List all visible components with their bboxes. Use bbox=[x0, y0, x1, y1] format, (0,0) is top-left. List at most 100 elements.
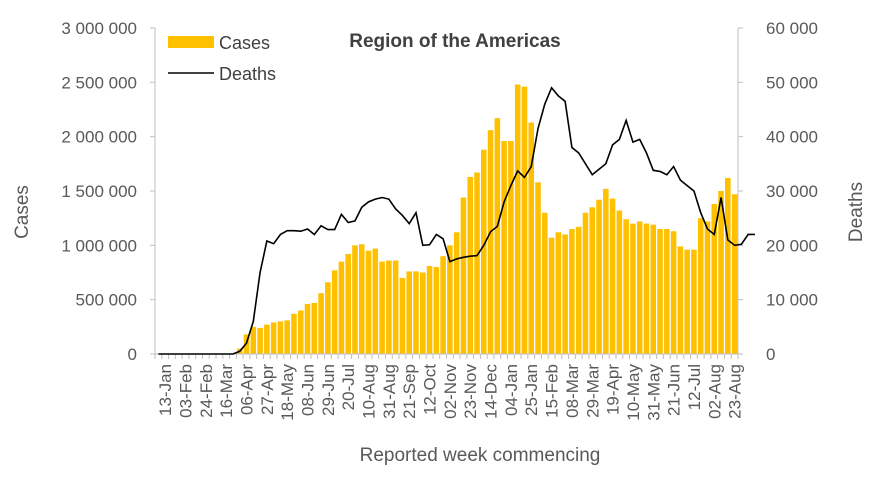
cases-bar bbox=[453, 232, 460, 354]
cases-bar bbox=[460, 197, 467, 354]
x-tick-label: 27-Apr bbox=[258, 364, 277, 415]
x-tick-label: 29-Jun bbox=[319, 364, 338, 416]
cases-bar bbox=[691, 249, 697, 354]
x-tick-label: 20-Jul bbox=[339, 364, 358, 410]
left-axis-ticks: 0 500 000 1 000 000 1 500 000 2 000 000 2 500… bbox=[61, 19, 155, 364]
x-tick-label: 12-Jul bbox=[685, 364, 704, 410]
left-tick-label: 2 500 000 bbox=[61, 73, 137, 92]
left-tick-label: 3 000 000 bbox=[61, 19, 137, 38]
x-axis-ticks: 13-Jan 03-Feb 24-Feb 16-Mar 06-Apr 27-Apr 18-M… bbox=[154, 354, 745, 421]
cases-bar bbox=[291, 313, 297, 354]
x-tick-label: 06-Apr bbox=[238, 364, 257, 415]
cases-bar bbox=[542, 212, 548, 354]
cases-bar bbox=[406, 271, 412, 354]
cases-bar bbox=[352, 245, 358, 354]
x-tick-label: 04-Jan bbox=[502, 364, 521, 416]
x-tick-label: 24-Feb bbox=[197, 364, 216, 418]
cases-bar bbox=[284, 320, 290, 354]
x-tick-label: 02-Aug bbox=[705, 364, 724, 419]
cases-bar bbox=[711, 204, 718, 354]
x-tick-label: 08-Jun bbox=[299, 364, 318, 416]
x-tick-label: 31-Aug bbox=[380, 364, 399, 419]
x-tick-label: 02-Nov bbox=[441, 364, 460, 419]
x-tick-label: 19-Apr bbox=[604, 364, 623, 415]
cases-bar bbox=[487, 130, 494, 354]
cases-bar bbox=[589, 207, 596, 354]
x-tick-label: 08-Mar bbox=[563, 364, 582, 418]
cases-bar bbox=[718, 191, 724, 354]
cases-bar bbox=[386, 260, 392, 354]
legend-label-cases: Cases bbox=[219, 33, 270, 53]
cases-bar bbox=[338, 261, 345, 354]
cases-bar bbox=[684, 249, 690, 354]
cases-bar bbox=[365, 250, 372, 354]
cases-bar bbox=[304, 304, 311, 354]
cases-bar bbox=[318, 293, 324, 354]
cases-bar bbox=[440, 256, 446, 354]
cases-bar bbox=[548, 237, 555, 354]
cases-bar bbox=[609, 198, 616, 354]
cases-bar bbox=[494, 118, 501, 354]
x-tick-label: 10-Aug bbox=[360, 364, 379, 419]
x-tick-label: 21-Jun bbox=[665, 364, 684, 416]
y-axis-title: Cases bbox=[12, 185, 33, 239]
left-tick-label: 2 000 000 bbox=[61, 128, 137, 147]
legend: Cases Deaths bbox=[168, 33, 276, 84]
cases-bar bbox=[433, 267, 440, 354]
cases-bar bbox=[569, 229, 575, 354]
x-tick-label: 21-Sep bbox=[400, 364, 419, 419]
x-tick-label: 23-Aug bbox=[726, 364, 745, 419]
cases-bar bbox=[555, 232, 562, 354]
right-axis-ticks: 0 10 000 20 000 30 000 40 000 50 000 60 000 bbox=[738, 19, 818, 364]
left-tick-label: 500 000 bbox=[76, 291, 137, 310]
cases-bar bbox=[731, 194, 738, 354]
cases-bar bbox=[419, 272, 426, 354]
cases-bar bbox=[636, 221, 643, 354]
cases-bar bbox=[704, 221, 711, 354]
x-tick-label: 18-May bbox=[278, 364, 297, 421]
cases-bar bbox=[677, 246, 684, 354]
cases-bar bbox=[257, 327, 263, 354]
cases-bar bbox=[392, 260, 399, 354]
cases-bar bbox=[630, 223, 636, 354]
cases-bar bbox=[697, 218, 704, 354]
right-tick-label: 20 000 bbox=[766, 236, 818, 255]
left-tick-label: 1 000 000 bbox=[61, 236, 137, 255]
cases-bar bbox=[562, 234, 568, 354]
left-tick-label: 0 bbox=[128, 345, 137, 364]
right-tick-label: 50 000 bbox=[766, 73, 818, 92]
cases-bar bbox=[311, 302, 318, 354]
cases-bar bbox=[277, 321, 284, 354]
cases-bar bbox=[582, 212, 589, 354]
right-tick-label: 10 000 bbox=[766, 291, 818, 310]
cases-bar bbox=[467, 176, 474, 354]
cases-bar bbox=[528, 122, 535, 354]
cases-bar bbox=[725, 177, 731, 354]
legend-swatch-cases bbox=[168, 36, 214, 48]
cases-bar bbox=[358, 244, 365, 354]
cases-bars bbox=[230, 84, 738, 355]
x-tick-label: 13-Jan bbox=[156, 364, 175, 416]
x-tick-label: 12-Oct bbox=[421, 364, 440, 415]
x-tick-label: 25-Jan bbox=[522, 364, 541, 416]
cases-bar bbox=[331, 270, 338, 354]
cases-bar bbox=[664, 229, 670, 354]
cases-bar bbox=[413, 271, 419, 354]
cases-bar bbox=[616, 210, 623, 354]
chart-title: Region of the Americas bbox=[349, 31, 561, 52]
right-tick-label: 30 000 bbox=[766, 182, 818, 201]
cases-bar bbox=[297, 310, 304, 354]
x-tick-label: 23-Nov bbox=[461, 364, 480, 419]
x-tick-label: 16-Mar bbox=[217, 364, 236, 418]
x-tick-label: 31-May bbox=[644, 364, 663, 421]
x-tick-label: 03-Feb bbox=[177, 364, 196, 418]
cases-bar bbox=[521, 86, 528, 355]
cases-bar bbox=[575, 226, 582, 354]
cases-bar bbox=[643, 223, 650, 354]
x-tick-label: 14-Dec bbox=[482, 364, 501, 419]
cases-bar bbox=[379, 261, 385, 354]
cases-bar bbox=[623, 219, 629, 354]
legend-label-deaths: Deaths bbox=[219, 64, 276, 84]
cases-bar bbox=[270, 322, 277, 354]
